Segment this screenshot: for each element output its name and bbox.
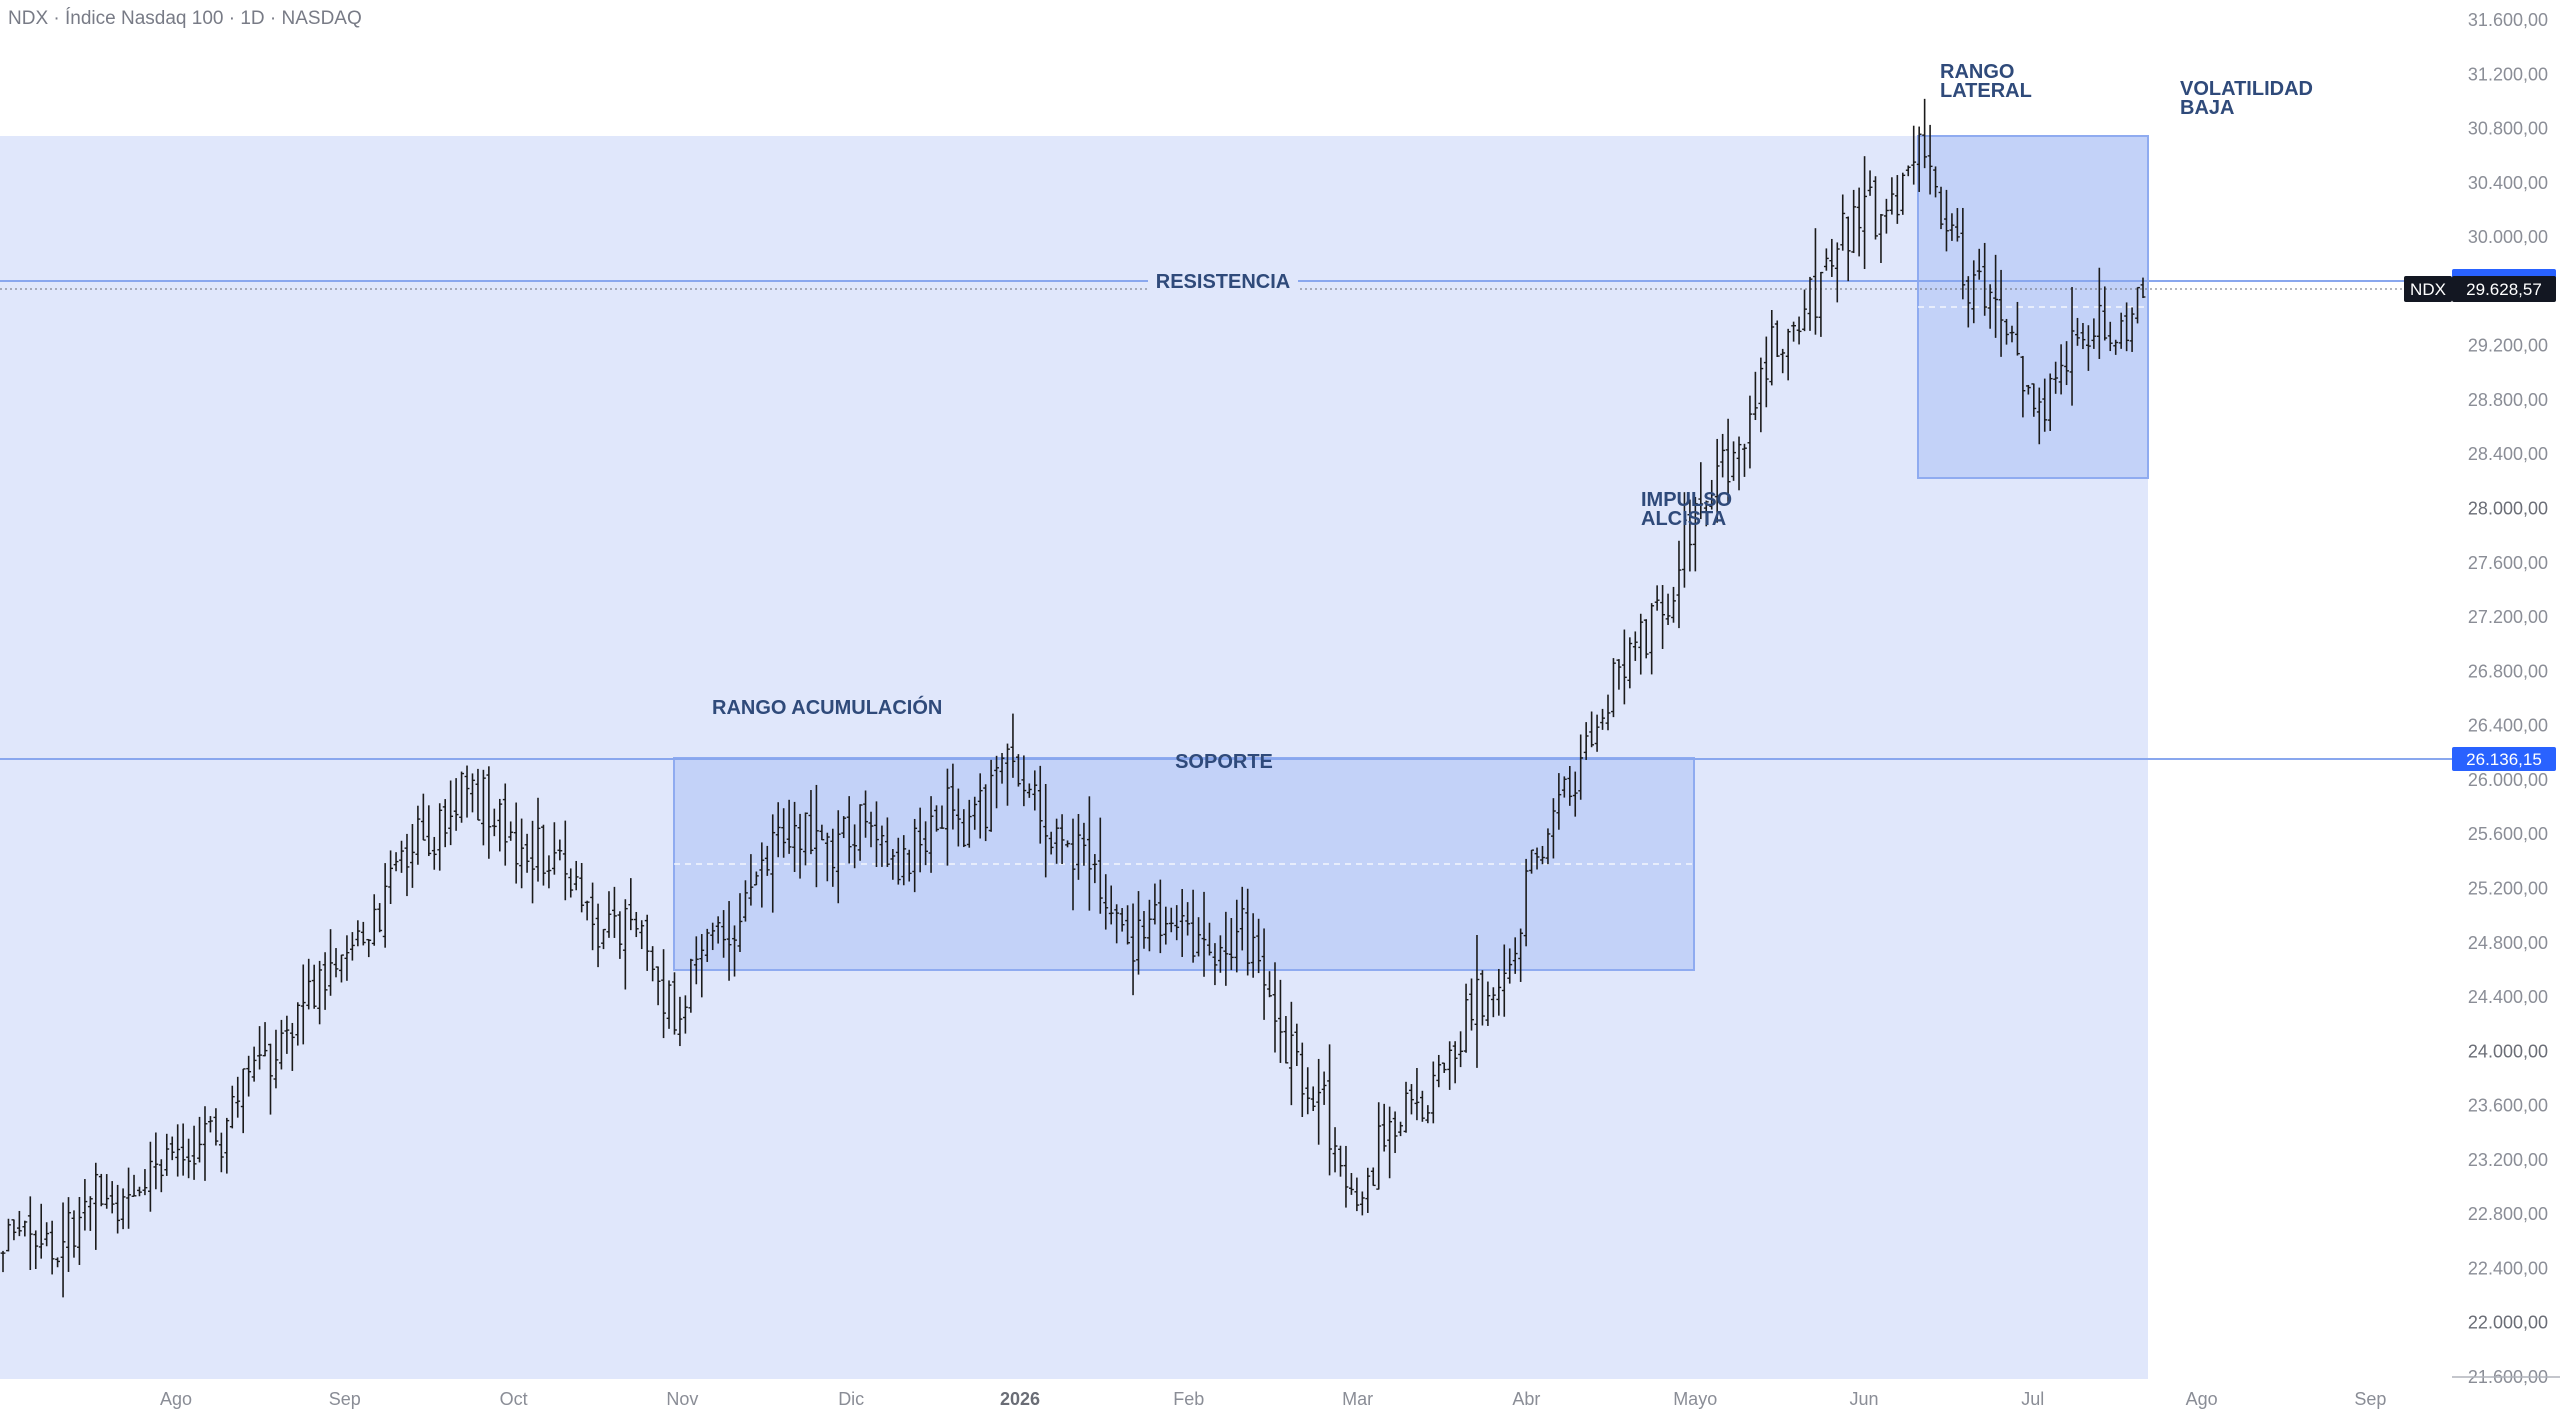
rango-acumulacion-label[interactable]: RANGO ACUMULACIÓN bbox=[712, 695, 942, 719]
price-tick-label: 23.600,00 bbox=[2468, 1096, 2548, 1116]
symbol-badge-bg bbox=[2404, 276, 2452, 302]
price-axis[interactable]: 31.600,00 31.200,00 30.800,00 30.400,00 30.0… bbox=[2468, 10, 2548, 1387]
price-tick-label: 30.400,00 bbox=[2468, 173, 2548, 193]
price-tick-label: 30.800,00 bbox=[2468, 119, 2548, 139]
price-tick-label: 29.200,00 bbox=[2468, 336, 2548, 356]
volatilidad-label-line1[interactable]: VOLATILIDAD bbox=[2180, 78, 2313, 100]
price-tick-label: 30.000,00 bbox=[2468, 227, 2548, 247]
symbol-badge: NDX bbox=[2410, 280, 2446, 299]
time-tick-label: Mayo bbox=[1673, 1389, 1717, 1409]
price-tick-label: 28.800,00 bbox=[2468, 390, 2548, 410]
price-tick-label: 26.400,00 bbox=[2468, 716, 2548, 736]
price-tick-label: 31.200,00 bbox=[2468, 64, 2548, 84]
time-tick-label: Feb bbox=[1173, 1389, 1204, 1409]
impulso-label-line1[interactable]: IMPULSO bbox=[1641, 489, 1732, 511]
time-tick-label: 2026 bbox=[1000, 1389, 1040, 1409]
time-tick-label: Dic bbox=[838, 1389, 864, 1409]
time-tick-label: Mar bbox=[1342, 1389, 1373, 1409]
rango-lateral-label-line2[interactable]: LATERAL bbox=[1940, 80, 2032, 102]
time-tick-label: Jul bbox=[2021, 1389, 2044, 1409]
time-tick-label: Jun bbox=[1849, 1389, 1878, 1409]
price-tick-label: 25.200,00 bbox=[2468, 878, 2548, 898]
last-price-badge: 29.628,57 bbox=[2466, 280, 2542, 299]
price-tick-label: 27.600,00 bbox=[2468, 553, 2548, 573]
soporte-label[interactable]: SOPORTE bbox=[1175, 751, 1273, 773]
ohlc-bars bbox=[0, 98, 2146, 1298]
time-axis[interactable]: Ago Sep Oct Nov Dic 2026 Feb Mar Abr Mayo Jun Jul Ag… bbox=[160, 1389, 2386, 1409]
rango-lateral-label-line1[interactable]: RANGO bbox=[1940, 61, 2014, 83]
price-tick-label: 23.200,00 bbox=[2468, 1150, 2548, 1170]
time-tick-label: Ago bbox=[160, 1389, 192, 1409]
time-tick-label: Sep bbox=[2354, 1389, 2386, 1409]
volatilidad-label-line2[interactable]: BAJA bbox=[2180, 97, 2234, 119]
price-tick-label: 28.400,00 bbox=[2468, 444, 2548, 464]
price-tick-label: 28.000,00 bbox=[2468, 499, 2548, 519]
price-tick-label: 24.000,00 bbox=[2468, 1041, 2548, 1061]
price-tick-label: 26.800,00 bbox=[2468, 661, 2548, 681]
time-tick-label: Ago bbox=[2186, 1389, 2218, 1409]
price-tick-label: 22.000,00 bbox=[2468, 1313, 2548, 1333]
time-tick-label: Sep bbox=[329, 1389, 361, 1409]
support-price-badge: 26.136,15 bbox=[2466, 750, 2542, 769]
resistencia-label[interactable]: RESISTENCIA bbox=[1156, 271, 1290, 293]
price-tick-label: 24.800,00 bbox=[2468, 933, 2548, 953]
price-tick-label: 24.400,00 bbox=[2468, 987, 2548, 1007]
resistencia-label-bg bbox=[1148, 268, 1298, 294]
price-tick-label: 22.400,00 bbox=[2468, 1258, 2548, 1278]
time-tick-label: Nov bbox=[666, 1389, 698, 1409]
impulso-label-line2[interactable]: ALCISTA bbox=[1641, 508, 1726, 530]
price-tick-label: 25.600,00 bbox=[2468, 824, 2548, 844]
price-tick-label: 26.000,00 bbox=[2468, 770, 2548, 790]
last-price-badge-bg bbox=[2452, 276, 2556, 302]
price-tick-label: 22.800,00 bbox=[2468, 1204, 2548, 1224]
time-tick-label: Abr bbox=[1512, 1389, 1540, 1409]
price-tick-label: 27.200,00 bbox=[2468, 607, 2548, 627]
chart-title: NDX · Índice Nasdaq 100 · 1D · NASDAQ bbox=[8, 8, 362, 29]
price-tick-label: 31.600,00 bbox=[2468, 10, 2548, 30]
time-tick-label: Oct bbox=[500, 1389, 528, 1409]
support-price-badge-bg bbox=[2452, 747, 2556, 771]
